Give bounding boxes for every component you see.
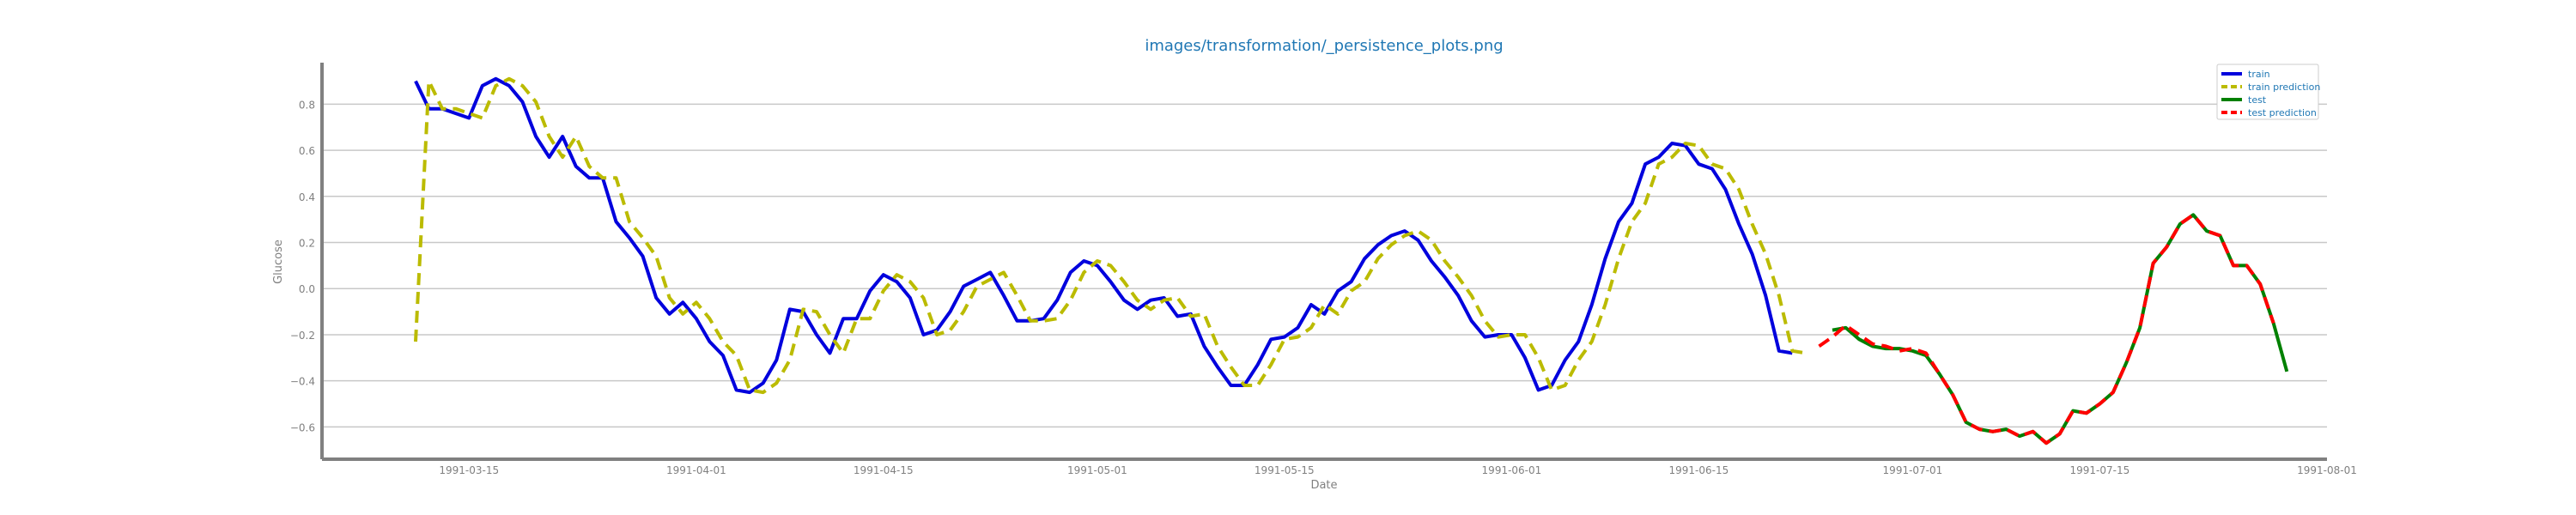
axes <box>320 63 2327 461</box>
series-line-test-prediction <box>1818 213 2275 445</box>
x-tick-label: 1991-07-01 <box>1883 464 1943 476</box>
x-tick-labels: 1991-03-15 1991-04-01 1991-04-15 1991-05-01… <box>439 464 2357 476</box>
series-line-train <box>414 76 1793 395</box>
gridlines <box>322 103 2327 428</box>
y-tick-label: 0.4 <box>299 191 315 203</box>
x-axis-label: Date <box>1310 479 1337 492</box>
x-tick-label: 1991-04-15 <box>854 464 914 476</box>
y-tick-label: 0.6 <box>299 145 315 157</box>
y-tick-label: 0.2 <box>299 238 315 250</box>
legend-box <box>2216 64 2319 120</box>
x-tick-label: 1991-08-01 <box>2297 464 2357 476</box>
legend: train train prediction test test predict… <box>2216 64 2320 120</box>
y-tick-labels: 0.8 0.6 0.4 0.2 0.0 −0.2 −0.4 −0.6 <box>290 99 315 433</box>
x-tick-label: 1991-05-01 <box>1067 464 1127 476</box>
legend-label-test: test <box>2248 94 2267 106</box>
x-tick-label: 1991-05-15 <box>1255 464 1315 476</box>
x-tick-label: 1991-07-15 <box>2069 464 2129 476</box>
legend-label-train-prediction: train prediction <box>2248 82 2320 93</box>
y-tick-label: −0.6 <box>290 421 315 433</box>
x-tick-label: 1991-06-15 <box>1668 464 1728 476</box>
y-tick-label: −0.4 <box>290 376 315 388</box>
chart-title: images/transformation/_persistence_plots… <box>1145 37 1503 55</box>
y-tick-label: −0.2 <box>290 330 315 342</box>
x-tick-label: 1991-06-01 <box>1482 464 1542 476</box>
y-axis-label: Glucose <box>272 239 285 284</box>
plot-area <box>414 76 2289 445</box>
legend-label-test-prediction: test prediction <box>2248 107 2317 118</box>
series-line-train-prediction <box>414 76 1807 395</box>
series-line-test <box>1832 213 2289 445</box>
x-tick-label: 1991-03-15 <box>439 464 499 476</box>
y-tick-label: 0.0 <box>299 283 315 295</box>
legend-label-train: train <box>2248 69 2270 80</box>
y-tick-label: 0.8 <box>299 99 315 111</box>
x-tick-label: 1991-04-01 <box>666 464 726 476</box>
